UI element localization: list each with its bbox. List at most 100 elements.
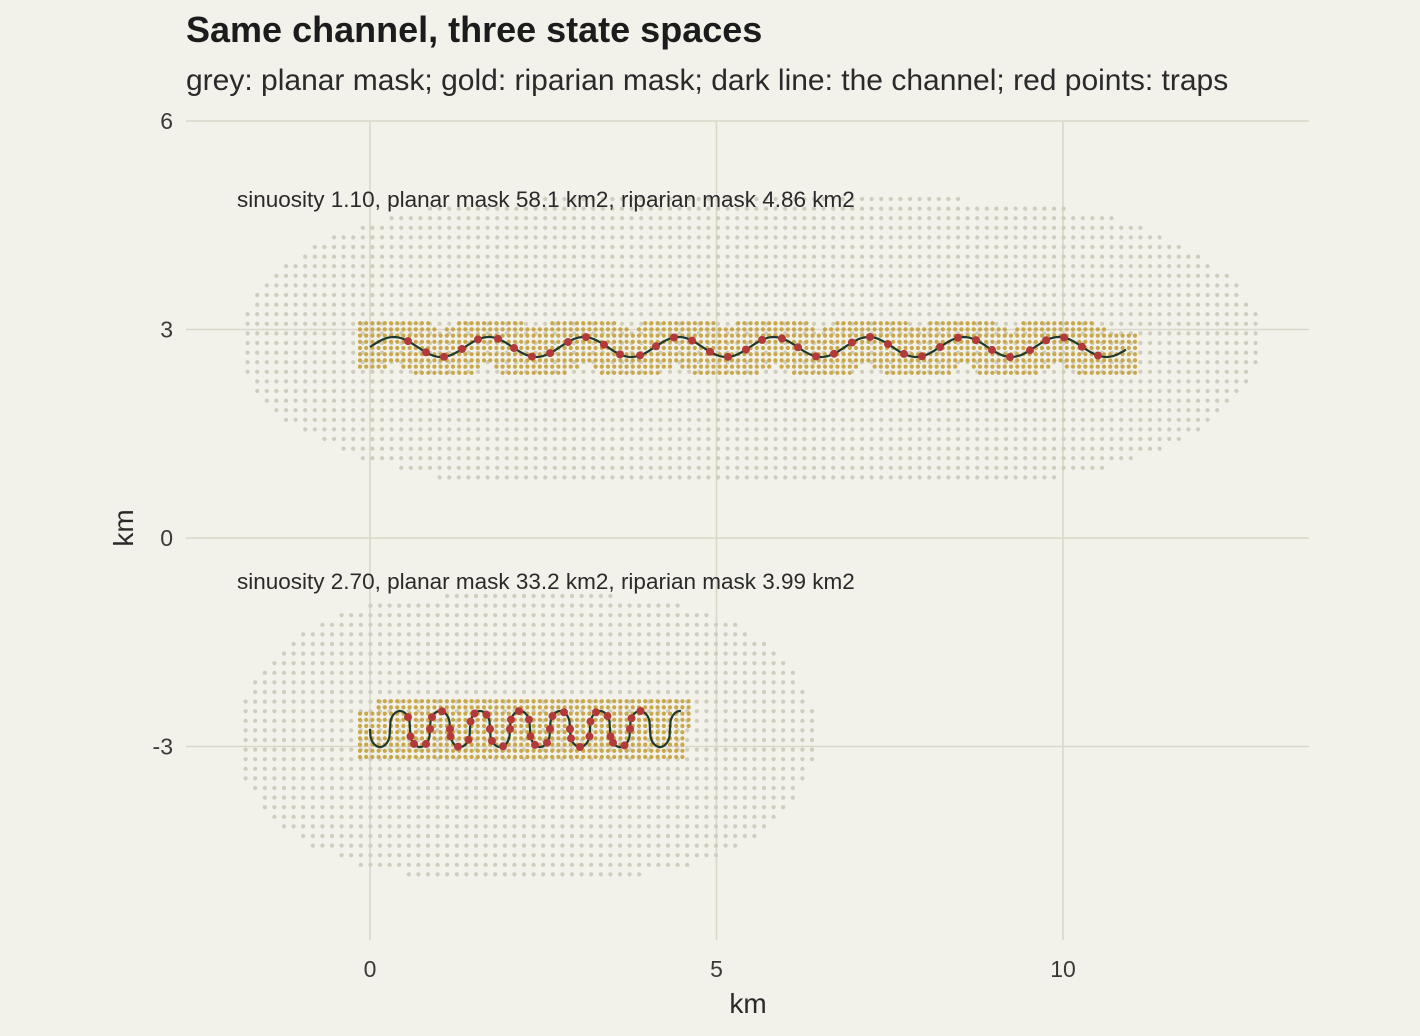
planar-mask-point	[706, 475, 711, 480]
planar-mask-point	[569, 622, 575, 627]
planar-mask-point	[370, 312, 375, 317]
planar-mask-point	[783, 456, 788, 461]
planar-mask-point	[1224, 340, 1229, 346]
planar-mask-point	[1042, 292, 1047, 298]
planar-mask-point	[320, 785, 325, 791]
planar-mask-point	[637, 872, 642, 877]
planar-mask-point	[610, 379, 615, 384]
planar-mask-point	[792, 302, 797, 307]
planar-mask-point	[869, 408, 874, 413]
riparian-mask-point	[847, 333, 852, 338]
planar-mask-point	[792, 283, 797, 288]
planar-mask-point	[1023, 244, 1028, 250]
planar-mask-point	[1138, 427, 1143, 432]
planar-mask-point	[927, 427, 932, 432]
planar-mask-point	[562, 312, 567, 317]
planar-mask-point	[610, 283, 615, 288]
planar-mask-point	[917, 292, 922, 298]
planar-mask-point	[445, 641, 450, 647]
riparian-mask-point	[1033, 339, 1038, 344]
planar-mask-point	[1071, 398, 1076, 403]
planar-mask-point	[629, 408, 634, 413]
planar-mask-point	[1186, 398, 1191, 403]
planar-mask-point	[898, 273, 903, 278]
planar-mask-point	[610, 456, 615, 461]
planar-mask-point	[685, 766, 690, 771]
planar-mask-point	[523, 398, 529, 403]
planar-mask-point	[397, 622, 402, 627]
planar-mask-point	[406, 670, 411, 675]
planar-mask-point	[965, 216, 970, 221]
planar-mask-point	[293, 273, 298, 278]
planar-mask-point	[723, 689, 728, 695]
planar-mask-point	[850, 216, 855, 221]
planar-mask-point	[473, 661, 479, 666]
planar-mask-point	[589, 785, 594, 791]
planar-mask-point	[591, 369, 596, 374]
planar-mask-point	[591, 254, 596, 259]
riparian-mask-point	[996, 339, 1001, 344]
riparian-mask-point	[587, 345, 592, 351]
riparian-mask-point	[1046, 321, 1051, 326]
planar-mask-point	[447, 436, 452, 442]
riparian-mask-point	[1039, 321, 1045, 326]
planar-mask-point	[1176, 273, 1181, 278]
planar-mask-point	[493, 689, 498, 695]
planar-mask-point	[1195, 331, 1201, 336]
planar-mask-point	[667, 235, 673, 240]
planar-mask-point	[447, 398, 452, 403]
riparian-mask-point	[1039, 327, 1045, 332]
planar-mask-point	[675, 814, 680, 819]
planar-mask-point	[274, 388, 279, 394]
planar-mask-point	[456, 235, 461, 240]
riparian-mask-point	[388, 345, 394, 351]
planar-mask-point	[646, 651, 651, 656]
planar-mask-point	[301, 814, 306, 819]
planar-mask-point	[639, 446, 644, 451]
planar-mask-point	[859, 225, 865, 230]
planar-mask-point	[339, 737, 344, 743]
planar-mask-point	[312, 302, 317, 307]
planar-mask-point	[821, 196, 826, 202]
planar-mask-point	[387, 824, 392, 829]
planar-mask-point	[397, 824, 402, 829]
riparian-mask-point	[711, 327, 716, 332]
riparian-mask-point	[469, 321, 474, 326]
planar-mask-point	[523, 379, 529, 384]
planar-mask-point	[541, 613, 546, 618]
planar-mask-point	[454, 862, 459, 867]
riparian-mask-point	[953, 321, 958, 326]
planar-mask-point	[761, 737, 767, 743]
riparian-mask-point	[928, 321, 933, 326]
planar-mask-point	[483, 785, 488, 791]
planar-mask-point	[725, 302, 730, 307]
planar-mask-point	[569, 680, 575, 685]
planar-mask-point	[272, 670, 277, 675]
planar-mask-point	[648, 216, 653, 221]
planar-mask-point	[677, 408, 682, 413]
planar-mask-point	[1042, 302, 1047, 307]
planar-mask-point	[658, 273, 663, 278]
riparian-mask-point	[506, 333, 511, 338]
planar-mask-point	[370, 244, 375, 250]
planar-mask-point	[1099, 408, 1105, 413]
riparian-mask-point	[649, 339, 654, 344]
planar-mask-point	[600, 388, 605, 394]
planar-mask-point	[437, 302, 442, 307]
planar-mask-point	[646, 661, 651, 666]
riparian-mask-point	[872, 327, 877, 332]
planar-mask-point	[514, 264, 519, 269]
riparian-mask-point	[587, 327, 592, 332]
riparian-mask-point	[866, 345, 871, 351]
planar-mask-point	[1032, 216, 1037, 221]
planar-mask-point	[379, 244, 385, 250]
planar-mask-point	[704, 757, 709, 762]
planar-mask-point	[984, 235, 989, 240]
planar-mask-point	[869, 283, 874, 288]
riparian-mask-point	[903, 333, 908, 338]
planar-mask-point	[320, 805, 325, 810]
planar-mask-point	[975, 436, 980, 442]
planar-mask-point	[713, 670, 719, 675]
planar-mask-point	[658, 206, 663, 211]
planar-mask-point	[473, 785, 479, 791]
